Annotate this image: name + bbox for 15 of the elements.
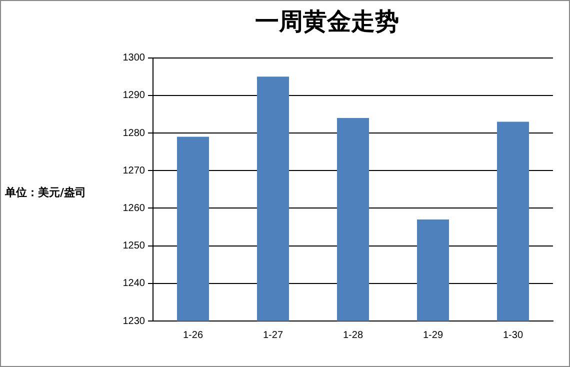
x-tick-label: 1-28: [342, 330, 364, 341]
y-tick-label: 1230: [122, 316, 146, 327]
y-tick-label: 1290: [122, 90, 146, 102]
chart-title: 一周黄金走势: [255, 8, 399, 36]
y-tick-label: 1250: [122, 240, 146, 252]
x-tick-label: 1-29: [422, 330, 444, 341]
y-tick-label: 1270: [122, 165, 146, 176]
x-tick-label: 1-27: [262, 330, 284, 341]
y-tick-label: 1300: [122, 52, 146, 64]
y-tick-label: 1260: [122, 202, 146, 214]
x-tick-label: 1-26: [182, 330, 204, 341]
y-tick-label: 1280: [122, 128, 146, 139]
y-axis-title: 单位：美元/盎司: [5, 185, 86, 200]
x-tick-label: 1-30: [502, 330, 524, 341]
y-tick-label: 1240: [122, 278, 146, 290]
